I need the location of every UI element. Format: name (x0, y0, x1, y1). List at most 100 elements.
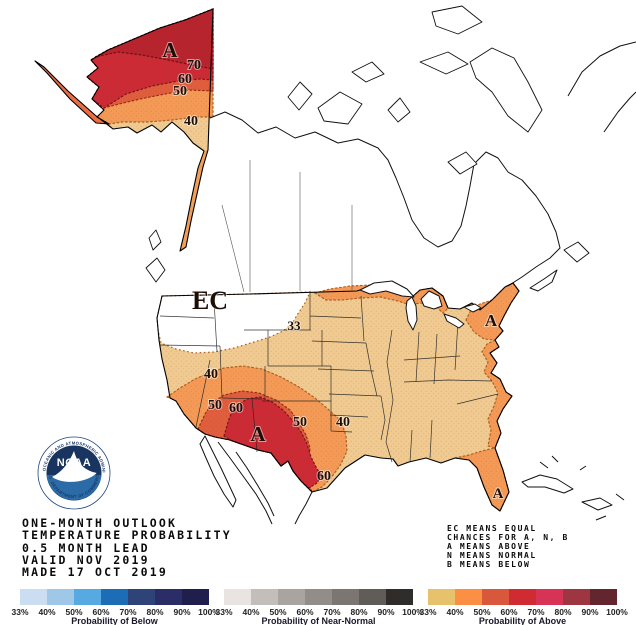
map-label-70: 70 (187, 58, 201, 73)
colorbar-tick-label: 50% (269, 607, 287, 617)
lake-erie (443, 313, 465, 329)
colorbar-segment (509, 589, 536, 605)
colorbar-tick-label: 90% (581, 607, 599, 617)
colorbar-tick-label: 60% (92, 607, 110, 617)
canada-mainland-coast (209, 111, 561, 287)
colorbar-tick-label: 100% (402, 607, 424, 617)
colorbar-tick-label: 80% (350, 607, 368, 617)
queen-charlotte-islands (148, 229, 162, 251)
map-label-40: 40 (336, 415, 350, 430)
colorbar-tick-label: 33% (11, 607, 29, 617)
colorbar-segment (155, 589, 182, 605)
colorbar-tick-label: 100% (198, 607, 220, 617)
colorbar-segment (536, 589, 563, 605)
colorbar-tick-label: 70% (323, 607, 341, 617)
lake-michigan (405, 296, 418, 331)
colorbar-tick-label: 50% (65, 607, 83, 617)
colorbar-above-colors (428, 589, 617, 605)
map-label-60: 60 (317, 469, 331, 484)
vancouver-island (145, 257, 166, 283)
mexico-east-coast (294, 491, 313, 525)
colorbar-tick-label: 40% (446, 607, 464, 617)
colorbar-tick-label: 80% (146, 607, 164, 617)
map-label-40: 40 (184, 114, 198, 129)
colorbar-tick-label: 60% (500, 607, 518, 617)
colorbar-segment (386, 589, 413, 605)
greenland-coast (567, 41, 636, 133)
mexico-caribbean (199, 435, 625, 525)
colorbar-segment (563, 589, 590, 605)
colorbar-tick-label: 90% (377, 607, 395, 617)
colorbar-segment (455, 589, 482, 605)
colorbar-tick-label: 33% (215, 607, 233, 617)
colorbar-segment (482, 589, 509, 605)
baffin-island (469, 47, 543, 133)
outlook-title-line: TEMPERATURE PROBABILITY (22, 528, 232, 543)
colorbar-tick-label: 40% (38, 607, 56, 617)
map-label-50: 50 (173, 84, 187, 99)
lake-ontario (463, 303, 482, 313)
colorbar-segment (47, 589, 74, 605)
banks-island (287, 81, 313, 111)
colorbar-segment (359, 589, 386, 605)
colorbar-near-normal-caption: Probability of Near-Normal (261, 616, 376, 625)
noaa-logo-lower-half (46, 475, 102, 501)
colorbar-tick-label: 100% (606, 607, 628, 617)
mexico-west-coast (217, 441, 275, 525)
colorbar-tick-label: 40% (242, 607, 260, 617)
colorbar-near-normal: 33% 40% 50% 60% 70% 80% 90% 100% Probability of… (215, 589, 424, 625)
map-label-60: 60 (178, 72, 192, 87)
map-label-50: 50 (293, 415, 307, 430)
colorbar-below-ticks: 33% 40% 50% 60% 70% 80% 90% 100% (11, 605, 219, 617)
nova-scotia (529, 269, 558, 292)
colorbar-segment (251, 589, 278, 605)
colorbar-segment (128, 589, 155, 605)
colorbar-near-normal-colors (224, 589, 413, 605)
parry-islands (351, 61, 385, 83)
colorbar-segment (590, 589, 617, 605)
noaa-acronym: NOAA (57, 457, 91, 469)
colorbar-segment (305, 589, 332, 605)
outlook-title-line: MADE 17 OCT 2019 (22, 565, 168, 580)
cuba (521, 474, 574, 494)
colorbar-segment (428, 589, 455, 605)
bahamas (539, 455, 625, 521)
outlook-title-line: ONE-MONTH OUTLOOK (22, 516, 178, 530)
great-lakes (359, 280, 482, 331)
legend-note-line: B MEANS BELOW (447, 559, 531, 569)
map-label-33: 33 (288, 318, 302, 333)
map-label-60: 60 (229, 401, 243, 416)
outlook-title-line: 0.5 MONTH LEAD (22, 540, 150, 555)
lake-huron (420, 290, 443, 310)
map-label-A: A (485, 311, 498, 330)
colorbar-near-normal-ticks: 33% 40% 50% 60% 70% 80% 90% 100% (215, 605, 423, 617)
colorbar-segment (74, 589, 101, 605)
ellesmere-island (431, 5, 483, 35)
ec-white-region (156, 291, 311, 354)
map-label-A: A (493, 486, 504, 502)
colorbar-segment (224, 589, 251, 605)
map-label-40: 40 (204, 367, 218, 382)
colorbar-tick-label: 70% (527, 607, 545, 617)
colorbar-segment (182, 589, 209, 605)
colorbar-above: 33% 40% 50% 60% 70% 80% 90% 100% Probability of… (419, 589, 628, 625)
svg-text:NATIONAL OCEANIC AND ATMOSPHER: NATIONAL OCEANIC AND ATMOSPHERIC ADMINIS… (0, 0, 107, 473)
state-borders (159, 293, 499, 463)
boothia-island (387, 97, 411, 123)
colorbar-segment (332, 589, 359, 605)
newfoundland (563, 241, 590, 263)
colorbar-tick-label: 60% (296, 607, 314, 617)
province-borders (221, 160, 353, 293)
hispaniola (581, 497, 613, 511)
devon-island (419, 51, 469, 75)
colorbar-below: 33% 40% 50% 60% 70% 80% 90% 100% Probability of… (11, 589, 220, 625)
colorbar-segment (278, 589, 305, 605)
colorbar-segment (20, 589, 47, 605)
baja-california (199, 435, 237, 508)
colorbar-tick-label: 50% (473, 607, 491, 617)
colorbar-segment (101, 589, 128, 605)
legend-note-line: N MEANS NORMAL (447, 550, 537, 560)
